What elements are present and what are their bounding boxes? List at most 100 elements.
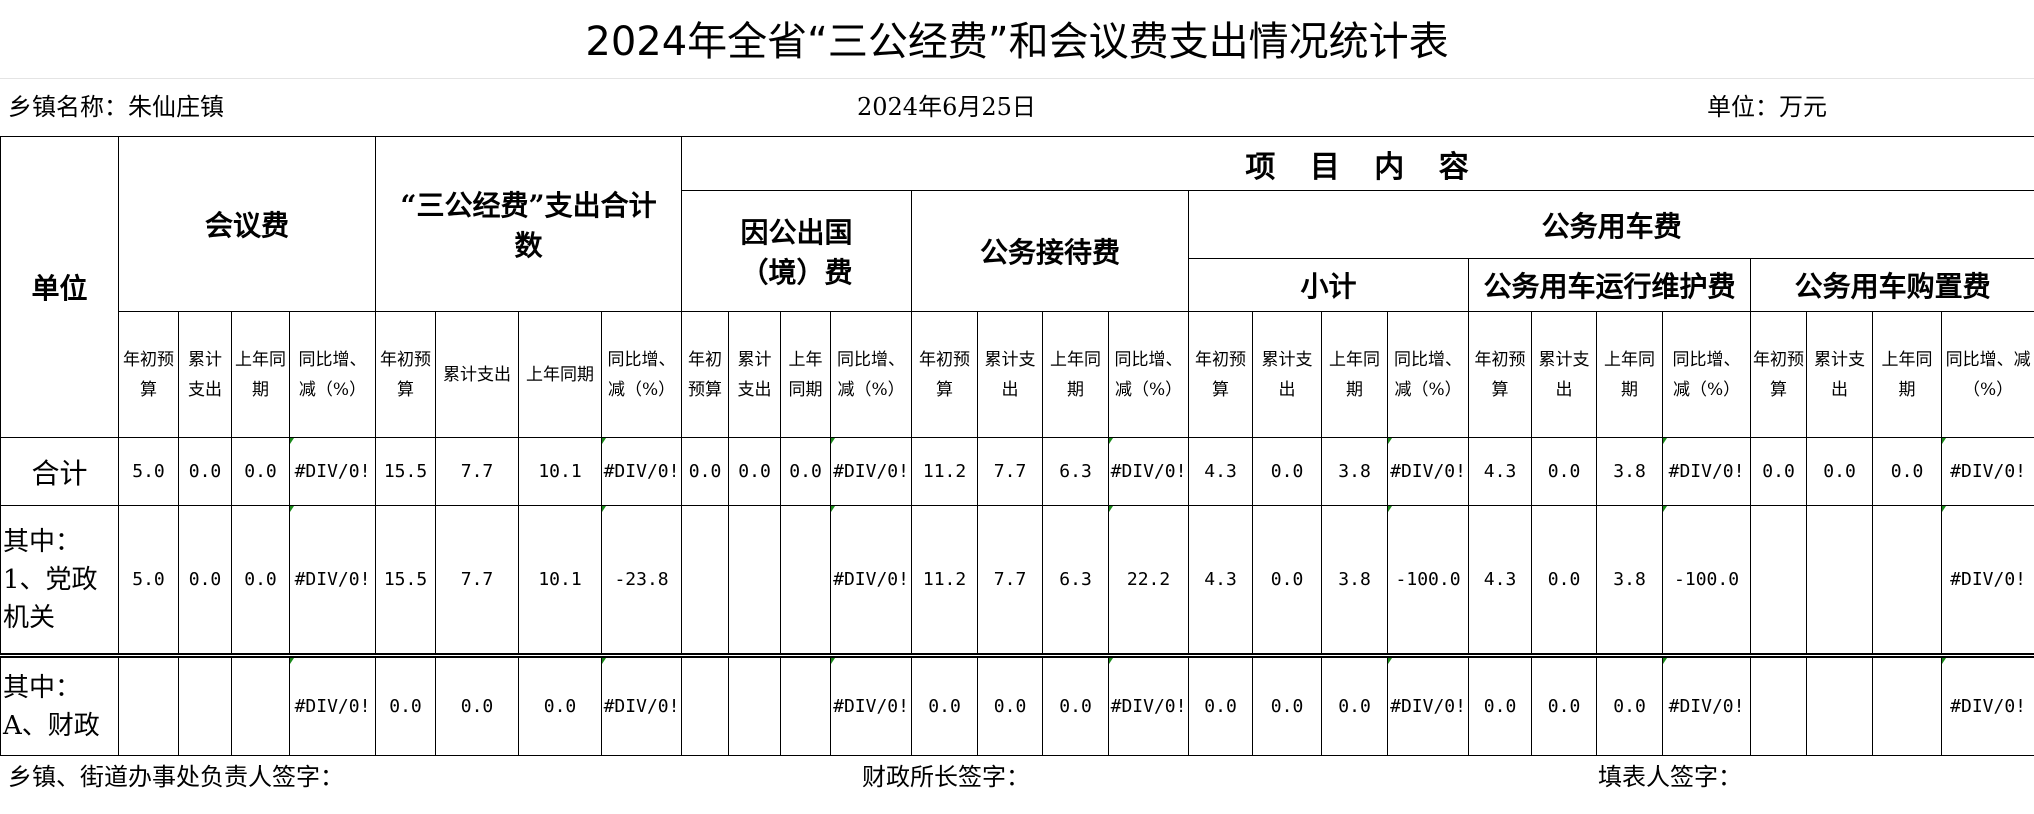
value-cell[interactable]: -100.0	[1387, 505, 1470, 656]
value-cell[interactable]: 0.0	[1321, 653, 1389, 756]
value-cell[interactable]: 0.0	[375, 653, 437, 756]
value-cell[interactable]: 0.0	[681, 437, 730, 506]
value-cell[interactable]: 11.2	[911, 505, 979, 656]
value-cell[interactable]: #DIV/0!	[1387, 653, 1470, 756]
value-cell[interactable]: #DIV/0!	[1108, 653, 1190, 756]
value-cell[interactable]: 7.7	[977, 437, 1044, 506]
value-cell[interactable]	[1806, 505, 1874, 656]
value-cell[interactable]: 0.0	[518, 653, 603, 756]
formula-indicator-icon	[290, 660, 294, 664]
value-cell[interactable]: 0.0	[1531, 437, 1598, 506]
value-cell[interactable]: 11.2	[911, 437, 979, 506]
value-cell[interactable]: 7.7	[435, 505, 520, 656]
value-cell[interactable]	[728, 505, 782, 656]
value-cell[interactable]: 5.0	[118, 505, 179, 656]
value-cell[interactable]: 0.0	[178, 505, 232, 656]
cell-value: 7.7	[993, 461, 1027, 482]
value-cell[interactable]: #DIV/0!	[1662, 437, 1752, 506]
value-cell[interactable]: #DIV/0!	[288, 505, 377, 656]
cell-value: 7.7	[460, 461, 494, 482]
value-cell[interactable]: 10.1	[518, 437, 603, 506]
value-cell[interactable]: 3.8	[1321, 437, 1389, 506]
value-cell[interactable]: 0.0	[1042, 653, 1110, 756]
value-cell[interactable]: #DIV/0!	[601, 437, 683, 506]
value-cell[interactable]: 3.8	[1321, 505, 1389, 656]
formula-indicator-icon	[602, 660, 607, 664]
value-cell[interactable]: #DIV/0!	[1941, 653, 2034, 756]
value-cell[interactable]: 0.0	[435, 653, 520, 756]
value-cell[interactable]: 3.8	[1596, 437, 1664, 506]
table-row: 其中：1、党政机关 5.0 0.0 0.0 #DIV/0! 15.5 7.7 10.1 -23.…	[0, 505, 2034, 656]
subheader-cell: 累计支出	[977, 311, 1044, 438]
value-cell[interactable]: 0.0	[911, 653, 979, 756]
value-cell[interactable]	[231, 653, 290, 756]
value-cell[interactable]	[681, 505, 730, 656]
value-cell[interactable]: 0.0	[1252, 437, 1323, 506]
value-cell[interactable]: 0.0	[1750, 437, 1808, 506]
value-cell[interactable]: 0.0	[178, 437, 232, 506]
cell-value: 0.0	[460, 696, 494, 717]
cell-value: 0.0	[993, 696, 1027, 717]
cell-value: #DIV/0!	[603, 696, 680, 717]
value-cell[interactable]: 0.0	[1531, 505, 1598, 656]
value-cell[interactable]: #DIV/0!	[1941, 505, 2034, 656]
value-cell[interactable]: 3.8	[1596, 505, 1664, 656]
value-cell[interactable]: 4.3	[1188, 437, 1254, 506]
value-cell[interactable]	[178, 653, 232, 756]
value-cell[interactable]	[780, 653, 832, 756]
value-cell[interactable]: #DIV/0!	[601, 653, 683, 756]
value-cell[interactable]: 6.3	[1042, 437, 1110, 506]
subheader-cell: 年初预算	[911, 311, 979, 438]
value-cell[interactable]: #DIV/0!	[830, 505, 913, 656]
value-cell[interactable]: 10.1	[518, 505, 603, 656]
value-cell[interactable]	[728, 653, 782, 756]
cell-value: 0.0	[928, 696, 961, 717]
value-cell[interactable]	[1872, 653, 1943, 756]
value-cell[interactable]: #DIV/0!	[1108, 437, 1190, 506]
value-cell[interactable]: 0.0	[1252, 653, 1323, 756]
value-cell[interactable]: 0.0	[977, 653, 1044, 756]
subheader-cell: 累计支出	[178, 311, 232, 438]
value-cell[interactable]: #DIV/0!	[1387, 437, 1470, 506]
value-cell[interactable]: 22.2	[1108, 505, 1190, 656]
value-cell[interactable]: 0.0	[231, 437, 290, 506]
formula-indicator-icon	[1388, 660, 1393, 664]
value-cell[interactable]: 7.7	[977, 505, 1044, 656]
value-cell[interactable]	[780, 505, 832, 656]
value-cell[interactable]: #DIV/0!	[830, 437, 913, 506]
formula-indicator-icon	[1388, 438, 1393, 444]
value-cell[interactable]: #DIV/0!	[288, 653, 377, 756]
value-cell[interactable]: -100.0	[1662, 505, 1752, 656]
value-cell[interactable]: #DIV/0!	[288, 437, 377, 506]
value-cell[interactable]	[1750, 505, 1808, 656]
value-cell[interactable]: 0.0	[1806, 437, 1874, 506]
value-cell[interactable]	[1750, 653, 1808, 756]
value-cell[interactable]: #DIV/0!	[1662, 653, 1752, 756]
value-cell[interactable]: 0.0	[728, 437, 782, 506]
subheader-cell: 同比增、减（%）	[601, 311, 683, 438]
value-cell[interactable]	[681, 653, 730, 756]
value-cell[interactable]: 4.3	[1468, 505, 1533, 656]
value-cell[interactable]: 0.0	[1872, 437, 1943, 506]
value-cell[interactable]	[1872, 505, 1943, 656]
value-cell[interactable]: 0.0	[1252, 505, 1323, 656]
value-cell[interactable]: -23.8	[601, 505, 683, 656]
value-cell[interactable]: 0.0	[1188, 653, 1254, 756]
value-cell[interactable]: 0.0	[1531, 653, 1598, 756]
value-cell[interactable]: 15.5	[375, 437, 437, 506]
subheader-cell: 上年同期	[1596, 311, 1664, 438]
value-cell[interactable]: #DIV/0!	[1941, 437, 2034, 506]
value-cell[interactable]	[118, 653, 179, 756]
value-cell[interactable]: 5.0	[118, 437, 179, 506]
value-cell[interactable]: 15.5	[375, 505, 437, 656]
value-cell[interactable]: #DIV/0!	[830, 653, 913, 756]
value-cell[interactable]: 6.3	[1042, 505, 1110, 656]
value-cell[interactable]: 0.0	[1468, 653, 1533, 756]
value-cell[interactable]	[1806, 653, 1874, 756]
cell-value: 0.0	[1547, 696, 1581, 717]
value-cell[interactable]: 4.3	[1188, 505, 1254, 656]
value-cell[interactable]: 0.0	[231, 505, 290, 656]
value-cell[interactable]: 7.7	[435, 437, 520, 506]
value-cell[interactable]: 0.0	[780, 437, 832, 506]
value-cell[interactable]: 4.3	[1468, 437, 1533, 506]
